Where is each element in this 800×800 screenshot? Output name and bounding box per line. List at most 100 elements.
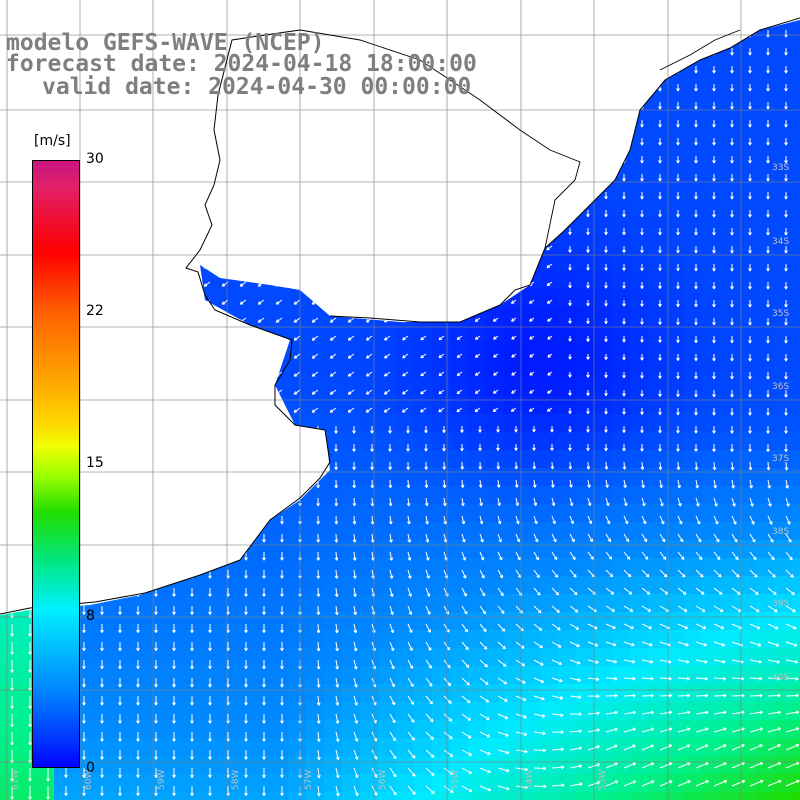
speed-cell [432,288,451,307]
wind-arrow [545,155,553,161]
speed-cell [630,108,649,127]
wind-arrow [569,695,582,699]
wind-arrow [586,354,590,360]
wind-arrow [113,389,121,395]
wind-arrow [587,12,590,19]
wind-arrow [167,191,175,197]
speed-cell [522,216,541,235]
wind-arrow [113,155,121,161]
speed-cell [612,306,631,325]
speed-cell [342,414,361,433]
speed-cell [594,288,613,307]
wind-arrow [641,605,652,612]
wind-arrow [493,335,499,340]
wind-arrow [82,696,86,706]
wind-arrow [623,497,628,507]
speed-cell [396,468,415,487]
speed-cell [594,486,613,505]
speed-cell [594,648,613,667]
speed-cell [504,648,523,667]
speed-cell [630,306,649,325]
wind-arrow [185,407,193,413]
wind-arrow [100,444,104,452]
wind-arrow [113,137,121,143]
wind-arrow [474,245,481,251]
speed-cell [594,540,613,559]
speed-cell [468,324,487,343]
speed-cell [108,108,127,127]
speed-cell [504,486,523,505]
speed-cell [360,108,379,127]
speed-cell [216,684,235,703]
wind-arrow [208,498,212,507]
speed-cell [396,702,415,721]
speed-cell [378,540,397,559]
speed-cell [612,360,631,379]
speed-cell [252,612,271,631]
speed-cell [504,0,523,19]
wind-arrow [370,426,374,434]
wind-arrow [118,498,122,507]
speed-cell [540,180,559,199]
wind-arrow [437,137,445,143]
speed-cell [504,738,523,757]
speed-cell [576,54,595,73]
speed-cell [108,558,127,577]
speed-cell [270,432,289,451]
wind-arrow [695,605,706,612]
speed-cell [0,432,19,451]
wind-arrow [136,552,140,561]
wind-arrow [407,713,415,723]
speed-cell [684,162,703,181]
speed-cell [378,684,397,703]
speed-cell [342,324,361,343]
speed-cell [0,756,19,775]
wind-arrow [587,497,592,507]
wind-arrow [293,317,301,323]
wind-arrow [401,137,409,143]
speed-cell [378,486,397,505]
speed-cell [378,342,397,361]
speed-cell [90,360,109,379]
wind-arrow [569,551,576,560]
speed-cell [18,720,37,739]
speed-cell [576,378,595,397]
speed-cell [126,504,145,523]
speed-cell [630,522,649,541]
speed-cell [612,774,631,793]
speed-cell [702,720,721,739]
speed-cell [108,486,127,505]
speed-cell [180,558,199,577]
speed-cell [558,180,577,199]
speed-cell [486,756,505,775]
wind-arrow [749,569,758,578]
speed-cell [540,648,559,667]
speed-cell [216,270,235,289]
speed-cell [270,468,289,487]
speed-cell [576,432,595,451]
wind-arrow [334,479,339,489]
speed-cell [342,432,361,451]
wind-arrow [95,389,103,395]
wind-arrow [136,678,140,688]
lat-label: 35S [772,309,789,319]
speed-cell [702,630,721,649]
speed-cell [486,522,505,541]
wind-arrow [604,228,608,236]
wind-arrow [730,461,735,471]
speed-cell [216,198,235,217]
speed-cell [396,126,415,145]
speed-cell [684,738,703,757]
wind-arrow [622,84,626,92]
wind-arrow [604,282,608,289]
speed-cell [684,342,703,361]
speed-cell [504,342,523,361]
wind-arrow [389,677,395,688]
speed-cell [594,450,613,469]
wind-arrow [280,678,284,688]
speed-cell [756,20,775,37]
wind-arrow [77,101,85,107]
speed-cell [450,702,469,721]
wind-arrow [474,407,481,413]
wind-arrow [784,228,788,236]
